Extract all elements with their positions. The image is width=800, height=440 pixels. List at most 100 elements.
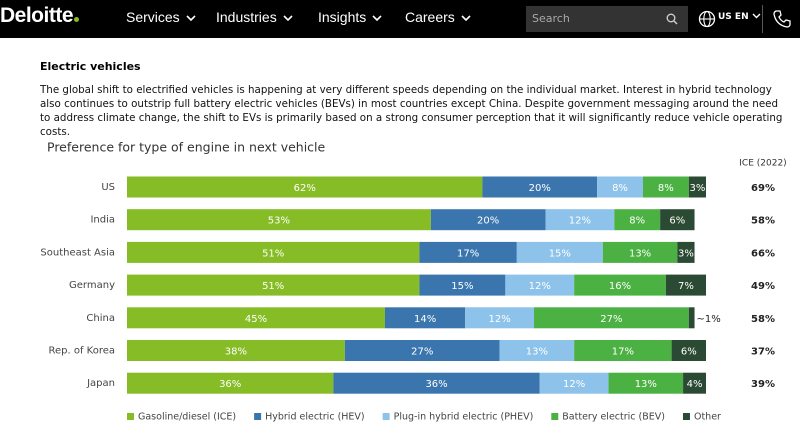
bar-segment bbox=[419, 241, 517, 263]
legend-label: Plug-in hybrid electric (PHEV) bbox=[394, 412, 534, 423]
column-header: ICE (2022) bbox=[739, 159, 786, 169]
bar-segment bbox=[688, 307, 695, 329]
search-icon[interactable] bbox=[666, 13, 678, 25]
data-label: ~1% bbox=[697, 314, 721, 325]
data-label: 12% bbox=[529, 281, 551, 292]
bar-segment bbox=[660, 209, 695, 231]
legend-swatch bbox=[682, 413, 690, 420]
ice-2022-value: 66% bbox=[751, 248, 775, 259]
bar-segment bbox=[539, 372, 609, 394]
category-label: India bbox=[90, 215, 115, 226]
bar-segment bbox=[127, 274, 420, 296]
logo-text[interactable]: Deloitte bbox=[0, 4, 74, 27]
data-label: 13% bbox=[629, 248, 651, 259]
paragraph: The global shift to electrified vehicles… bbox=[40, 84, 783, 138]
data-label: 8% bbox=[612, 183, 628, 194]
data-label: 4% bbox=[687, 379, 703, 390]
data-label: 51% bbox=[262, 281, 284, 292]
nav-item[interactable]: Careers bbox=[405, 9, 471, 25]
nav-label[interactable]: Insights bbox=[318, 9, 367, 25]
data-label: 53% bbox=[268, 216, 290, 227]
bar-segment bbox=[127, 176, 483, 198]
ice-2022-value: 58% bbox=[751, 216, 775, 227]
bar-segment bbox=[516, 241, 603, 263]
locale[interactable]: US EN bbox=[718, 12, 761, 22]
nav-bar: Deloitte Services Industries Insights Ca… bbox=[0, 0, 800, 38]
nav-label[interactable]: Careers bbox=[405, 9, 455, 25]
nav-item[interactable]: Insights bbox=[318, 9, 382, 25]
category-label: US bbox=[101, 182, 115, 193]
legend-swatch bbox=[254, 413, 262, 420]
chart-title: Preference for type of engine in next ve… bbox=[47, 140, 326, 155]
data-label: 12% bbox=[489, 314, 511, 325]
legend-label: Hybrid electric (HEV) bbox=[265, 412, 365, 423]
data-label: 62% bbox=[294, 183, 316, 194]
logo[interactable]: Deloitte bbox=[0, 4, 80, 28]
data-label: 3% bbox=[678, 248, 694, 259]
nav-label[interactable]: Services bbox=[126, 9, 180, 25]
bar-segment bbox=[127, 372, 334, 394]
data-label: 27% bbox=[600, 314, 622, 325]
data-label: 36% bbox=[219, 379, 241, 390]
bar-segment bbox=[683, 372, 706, 394]
bar-segment bbox=[574, 340, 672, 361]
search-box[interactable]: Search bbox=[526, 6, 688, 32]
nav-label[interactable]: Industries bbox=[216, 9, 277, 25]
category-label: China bbox=[86, 313, 115, 324]
data-label: 3% bbox=[689, 183, 705, 194]
data-label: 16% bbox=[609, 281, 631, 292]
legend-swatch bbox=[551, 413, 559, 420]
bar-segment bbox=[677, 241, 695, 263]
chevron bbox=[461, 15, 471, 21]
chevron bbox=[283, 15, 293, 21]
bar-segment bbox=[597, 176, 643, 198]
bar-segment bbox=[545, 209, 615, 231]
globe-icon[interactable] bbox=[698, 10, 716, 28]
bar-segment bbox=[419, 274, 506, 296]
data-label: 17% bbox=[612, 347, 634, 358]
legend-swatch bbox=[382, 413, 390, 420]
bar-segment bbox=[127, 307, 385, 329]
bar-segment bbox=[127, 209, 431, 231]
bar-segment bbox=[642, 176, 689, 198]
chevron bbox=[186, 15, 196, 21]
locale-text[interactable]: US EN bbox=[718, 12, 749, 22]
nav-item[interactable]: Industries bbox=[216, 9, 293, 25]
legend-label: Battery electric (BEV) bbox=[562, 412, 665, 423]
nav-item[interactable]: Services bbox=[126, 9, 196, 25]
data-label: 8% bbox=[629, 216, 645, 227]
category-label: Southeast Asia bbox=[40, 247, 115, 258]
bar-segment bbox=[671, 340, 706, 361]
bar-segment bbox=[505, 274, 575, 296]
data-label: 38% bbox=[225, 347, 247, 358]
bar-segment bbox=[688, 176, 706, 198]
bar-segment bbox=[344, 340, 500, 361]
ice-2022-value: 58% bbox=[751, 314, 775, 325]
ice-2022-value: 39% bbox=[751, 379, 775, 390]
ice-2022-value: 37% bbox=[751, 347, 775, 358]
bar-segment bbox=[665, 274, 706, 296]
bar-segment bbox=[384, 307, 466, 329]
bar-segment bbox=[608, 372, 684, 394]
bar-segment bbox=[482, 176, 598, 198]
phone-icon[interactable] bbox=[772, 9, 792, 29]
data-label: 51% bbox=[262, 248, 284, 259]
divider bbox=[762, 5, 763, 33]
bar-segment bbox=[614, 209, 661, 231]
category-label: Germany bbox=[69, 280, 115, 291]
bar-segment bbox=[127, 241, 420, 263]
category-label: Rep. of Korea bbox=[48, 346, 115, 357]
bar-segment bbox=[574, 274, 666, 296]
legend-swatch bbox=[127, 413, 134, 420]
data-label: 12% bbox=[569, 216, 591, 227]
data-label: 6% bbox=[669, 216, 685, 227]
bar-segment bbox=[534, 307, 689, 329]
bar-segment bbox=[499, 340, 575, 361]
chevron bbox=[752, 13, 761, 19]
bar-segment bbox=[333, 372, 540, 394]
ice-2022-value: 49% bbox=[751, 281, 775, 292]
search-placeholder[interactable]: Search bbox=[532, 12, 570, 25]
data-label: 27% bbox=[411, 347, 433, 358]
chevron bbox=[372, 15, 382, 21]
data-label: 8% bbox=[658, 183, 674, 194]
